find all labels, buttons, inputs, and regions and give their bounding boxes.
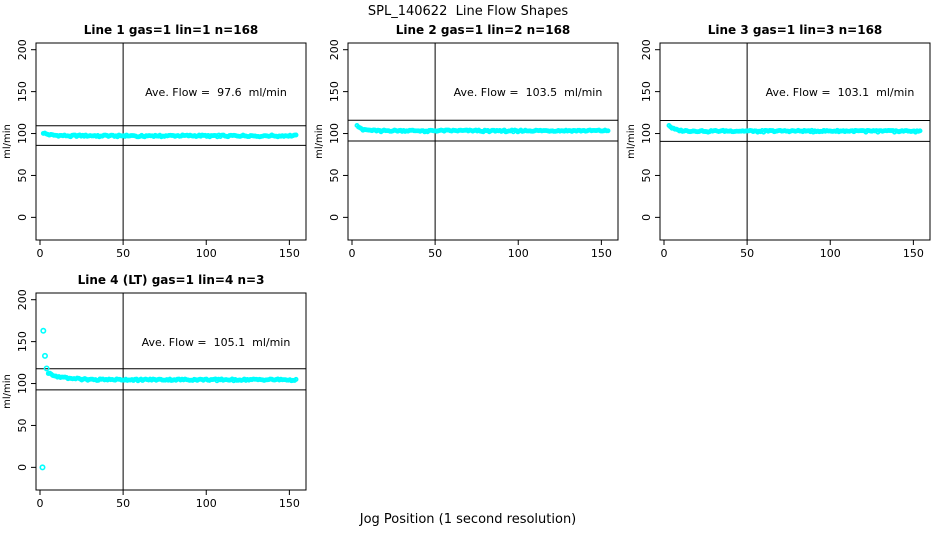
y-tick-label: 150	[640, 81, 653, 102]
ave-flow-annotation: Ave. Flow = 103.1 ml/min	[765, 86, 915, 99]
data-points	[666, 123, 923, 135]
y-tick-label: 100	[640, 123, 653, 144]
panel-title: Line 3 gas=1 lin=3 n=168	[707, 23, 883, 37]
x-tick-label: 150	[903, 247, 924, 260]
axes: 0 50 100 150 0 50 100 150 200 ml/min	[2, 289, 300, 510]
x-tick-label: 0	[348, 247, 355, 260]
x-tick-label: 150	[279, 497, 300, 510]
axes: 0 50 100 150 0 50 100 150 200 ml/min	[626, 39, 924, 260]
plot-frame	[35, 292, 307, 491]
y-axis-label: ml/min	[2, 124, 13, 159]
ave-flow-annotation: Ave. Flow = 105.1 ml/min	[141, 336, 291, 349]
data-points	[40, 130, 299, 140]
x-tick-label: 50	[116, 247, 130, 260]
x-tick-label: 150	[591, 247, 612, 260]
y-axis-label: ml/min	[2, 374, 13, 409]
y-tick-label: 150	[328, 81, 341, 102]
ave-flow-annotation: Ave. Flow = 103.5 ml/min	[453, 86, 603, 99]
ave-flow-annotation: Ave. Flow = 97.6 ml/min	[145, 86, 287, 99]
y-tick-label: 100	[328, 123, 341, 144]
y-tick-label: 0	[328, 214, 341, 221]
panel-title: Line 1 gas=1 lin=1 n=168	[83, 23, 259, 37]
outlier-point	[43, 365, 50, 372]
data-points	[39, 327, 299, 471]
y-tick-label: 0	[16, 214, 29, 221]
plot-panel-line2: 0 50 100 150 0 50 100 150 200 ml/min Line 2 gas=1…	[312, 20, 624, 265]
y-tick-label: 50	[16, 418, 29, 432]
x-tick-label: 0	[36, 247, 43, 260]
plot-panel-line3: 0 50 100 150 0 50 100 150 200 ml/min Line 3 gas=1…	[624, 20, 936, 265]
plot-canvas-line1: 0 50 100 150 0 50 100 150 200 ml/min	[2, 39, 307, 260]
y-tick-label: 50	[328, 168, 341, 182]
x-tick-label: 100	[820, 247, 841, 260]
outlier-point	[40, 327, 47, 334]
x-tick-label: 100	[196, 247, 217, 260]
y-tick-label: 50	[640, 168, 653, 182]
reference-lines	[660, 43, 930, 240]
x-tick-label: 100	[196, 497, 217, 510]
plot-panel-line4: 0 50 100 150 0 50 100 150 200 ml/min Line 4 (LT) …	[0, 270, 312, 515]
y-axis-label: ml/min	[626, 124, 637, 159]
panel-title: Line 4 (LT) gas=1 lin=4 n=3	[77, 273, 265, 287]
x-tick-label: 0	[660, 247, 667, 260]
y-tick-label: 150	[16, 331, 29, 352]
reference-lines	[36, 43, 306, 240]
x-axis-label: Jog Position (1 second resolution)	[359, 512, 577, 527]
plot-frame	[347, 42, 619, 241]
y-tick-label: 200	[328, 39, 341, 60]
y-tick-label: 100	[16, 123, 29, 144]
x-tick-label: 50	[740, 247, 754, 260]
plot-frame	[35, 42, 307, 241]
outlier-point	[41, 352, 48, 359]
y-tick-label: 0	[16, 464, 29, 471]
reference-lines	[348, 43, 618, 240]
data-points	[354, 122, 611, 135]
y-tick-label: 200	[640, 39, 653, 60]
x-tick-label: 100	[508, 247, 529, 260]
plot-canvas-line2: 0 50 100 150 0 50 100 150 200 ml/min	[314, 39, 619, 260]
plot-frame	[659, 42, 931, 241]
panel-title: Line 2 gas=1 lin=2 n=168	[395, 23, 571, 37]
outlier-point	[39, 464, 46, 471]
y-tick-label: 150	[16, 81, 29, 102]
axes: 0 50 100 150 0 50 100 150 200 ml/min	[314, 39, 612, 260]
plot-canvas-line4: 0 50 100 150 0 50 100 150 200 ml/min	[2, 289, 307, 510]
y-tick-label: 200	[16, 289, 29, 310]
reference-lines	[36, 293, 306, 490]
x-tick-label: 0	[36, 497, 43, 510]
plot-panel-line1: 0 50 100 150 0 50 100 150 200 ml/min Line 1 gas=1…	[0, 20, 312, 265]
x-tick-label: 50	[116, 497, 130, 510]
x-tick-label: 50	[428, 247, 442, 260]
y-tick-label: 200	[16, 39, 29, 60]
y-tick-label: 50	[16, 168, 29, 182]
y-axis-label: ml/min	[314, 124, 325, 159]
plot-canvas-line3: 0 50 100 150 0 50 100 150 200 ml/min	[626, 39, 931, 260]
y-tick-label: 100	[16, 373, 29, 394]
x-tick-label: 150	[279, 247, 300, 260]
y-tick-label: 0	[640, 214, 653, 221]
figure-title: SPL_140622 Line Flow Shapes	[367, 4, 569, 19]
axes: 0 50 100 150 0 50 100 150 200 ml/min	[2, 39, 300, 260]
